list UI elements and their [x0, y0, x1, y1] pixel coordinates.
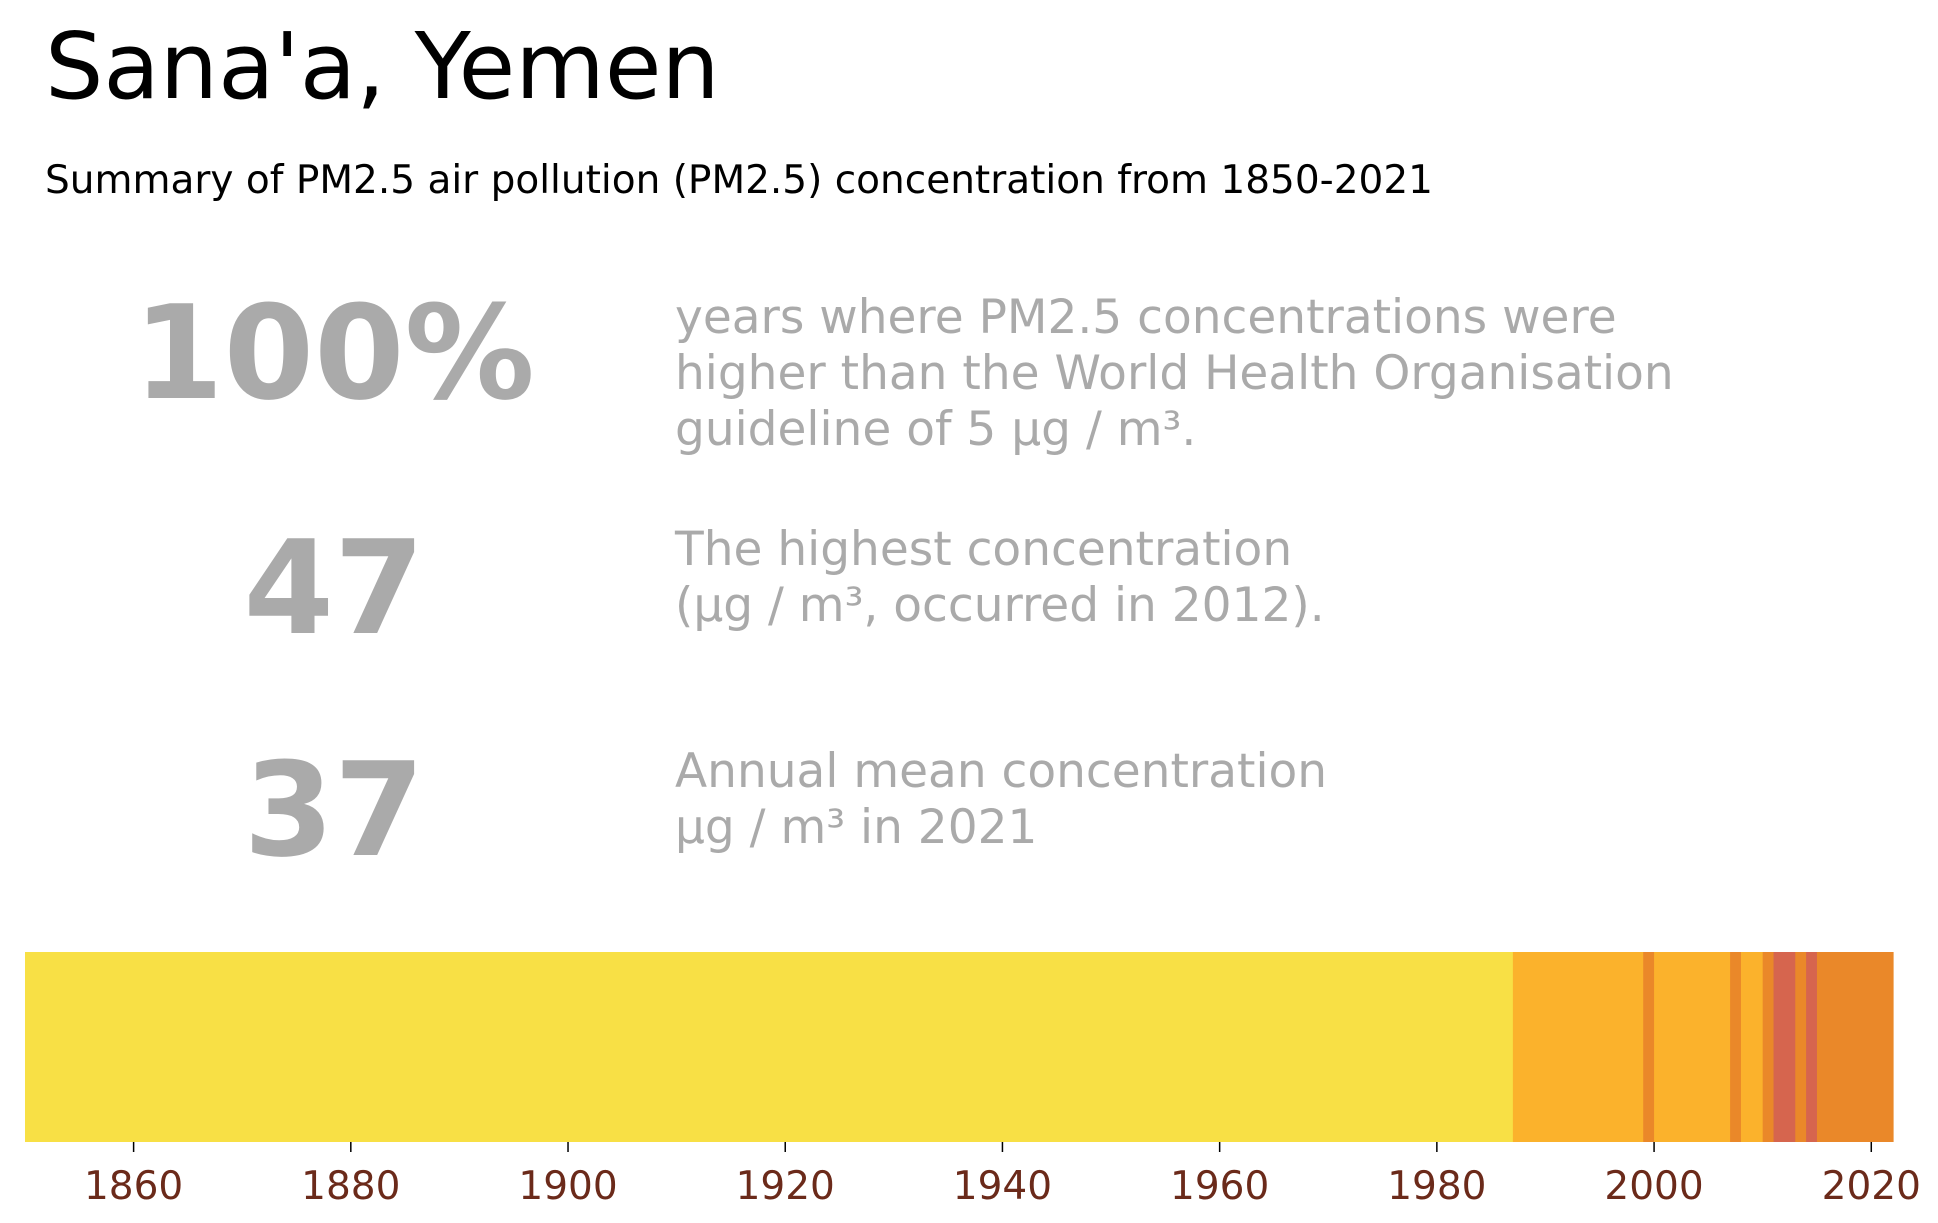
stripe-2007-2008 — [1730, 952, 1742, 1142]
x-tick-label-1940: 1940 — [953, 1164, 1052, 1209]
stripe-2000-2007 — [1654, 952, 1731, 1142]
stripe-2013-2014 — [1795, 952, 1807, 1142]
stat-value-annual-mean: 37 — [243, 734, 425, 886]
stat-desc-line: higher than the World Health Organisatio… — [675, 346, 1674, 401]
stat-desc-line: years where PM2.5 concentrations were — [675, 290, 1617, 345]
stat-desc-line: The highest concentration — [675, 522, 1293, 577]
stripe-2008-2010 — [1740, 952, 1764, 1142]
stripe-2015-2022 — [1816, 952, 1894, 1142]
stat-desc-line: (µg / m³, occurred in 2012). — [675, 578, 1325, 633]
stat-desc-exceedance: years where PM2.5 concentrations were hi… — [675, 290, 1674, 458]
page-subtitle: Summary of PM2.5 air pollution (PM2.5) c… — [45, 158, 1433, 203]
x-tick-label-1980: 1980 — [1387, 1164, 1486, 1209]
stat-value-exceedance: 100% — [133, 277, 535, 429]
stat-value-highest: 47 — [243, 512, 425, 664]
stripe-2010-2011 — [1762, 952, 1775, 1142]
stripe-1850-1987 — [25, 952, 1514, 1142]
stripe-2014-2015 — [1806, 952, 1818, 1142]
stat-desc-line: guideline of 5 µg / m³. — [675, 402, 1197, 457]
stripe-2011-2013 — [1773, 952, 1796, 1142]
x-tick-label-1860: 1860 — [84, 1164, 183, 1209]
x-tick-label-2020: 2020 — [1822, 1164, 1921, 1209]
stripe-1999-2000 — [1643, 952, 1655, 1142]
stat-desc-highest: The highest concentration (µg / m³, occu… — [675, 522, 1325, 634]
stat-desc-line: µg / m³ in 2021 — [675, 800, 1038, 855]
stripe-1987-1999 — [1512, 952, 1644, 1142]
x-tick-label-1960: 1960 — [1170, 1164, 1269, 1209]
x-tick-label-1880: 1880 — [301, 1164, 400, 1209]
stat-desc-line: Annual mean concentration — [675, 744, 1328, 799]
x-tick-label-1900: 1900 — [518, 1164, 617, 1209]
stat-desc-annual-mean: Annual mean concentration µg / m³ in 202… — [675, 744, 1327, 856]
page-title: Sana'a, Yemen — [45, 13, 720, 120]
x-tick-label-2000: 2000 — [1604, 1164, 1703, 1209]
x-tick-label-1920: 1920 — [736, 1164, 835, 1209]
